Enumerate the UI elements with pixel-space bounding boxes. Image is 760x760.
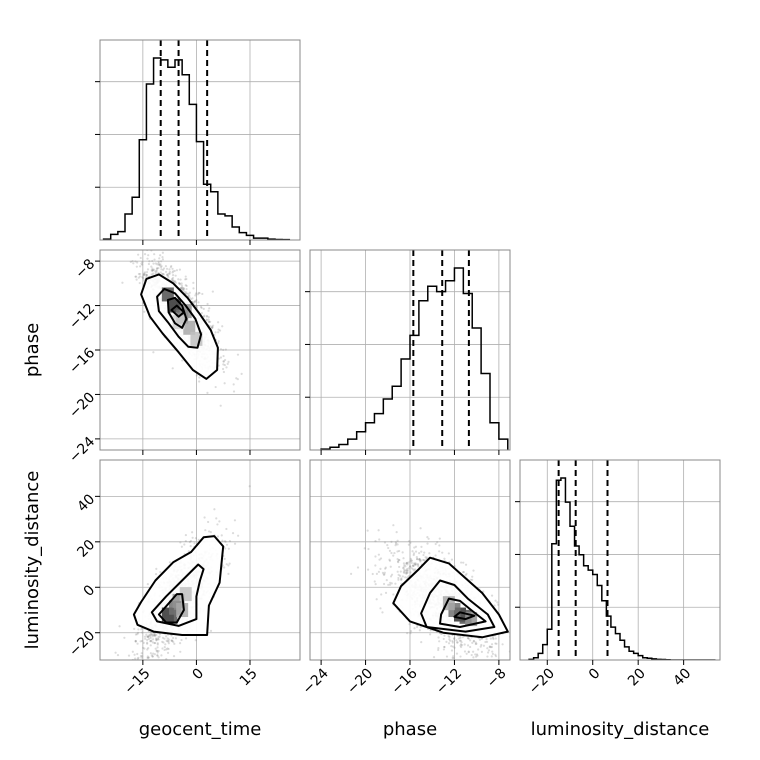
hist-panel-luminosity_distance-frame (519, 459, 721, 661)
hist-bar-geocent_time-8 (161, 60, 168, 240)
hist-bar-phase-18 (481, 374, 490, 450)
hist-bar-phase-14 (446, 281, 455, 450)
hist-bar-geocent_time-12 (189, 104, 196, 240)
hist-bar-geocent_time-15 (211, 192, 218, 240)
contour-1-1 (150, 563, 205, 627)
density-fill-1 (133, 536, 224, 635)
hist-panel-luminosity_distance-background (520, 460, 720, 660)
hist-panel-geocent_time-background (100, 40, 300, 240)
hist-bar-phase-17 (472, 328, 481, 450)
contour-2-2 (439, 597, 487, 628)
contour-0-1 (156, 287, 203, 349)
hist-bar-phase-15 (454, 268, 463, 450)
hist-panel-phase (310, 250, 510, 450)
density-cells-1 (161, 587, 192, 624)
contour-2-1 (420, 579, 496, 633)
hist-bar-phase-20 (499, 439, 508, 450)
panel-phase-vs-luminosity_distance (310, 460, 510, 660)
hist-bar-phase-11 (419, 301, 428, 450)
hist-bar-geocent_time-5 (139, 140, 146, 240)
hist-bar-geocent_time-9 (168, 67, 175, 240)
hist-panel-luminosity_distance (520, 460, 720, 660)
hist-bar-luminosity_distance-7 (561, 478, 566, 660)
contour-2-0 (392, 556, 509, 639)
hist-bar-phase-5 (366, 423, 375, 450)
hist-outline-geocent_time (102, 57, 291, 240)
hist-outline-phase (320, 267, 509, 450)
hist-bar-geocent_time-16 (218, 214, 225, 240)
hist-bar-phase-2 (339, 445, 348, 450)
contour-2-3 (453, 611, 476, 621)
hist-bar-phase-13 (437, 292, 446, 450)
contour-1-2 (157, 593, 185, 624)
panel-geocent_time-vs-phase (100, 250, 300, 450)
axis-title-x-geocent_time: geocent_time (139, 719, 262, 740)
hist-bar-phase-8 (392, 386, 401, 450)
hist-bar-phase-19 (490, 423, 499, 450)
density-cell-1-4 (176, 603, 189, 617)
density-cell-0-6 (172, 315, 185, 330)
hist-bar-geocent_time-1 (111, 234, 118, 240)
hist-bar-luminosity_distance-13 (588, 570, 593, 660)
hist-bar-geocent_time-4 (132, 197, 139, 240)
panel-geocent_time-vs-luminosity_distance-frame (99, 459, 301, 661)
panel-geocent_time-vs-luminosity_distance (100, 460, 300, 660)
hist-bar-phase-12 (428, 286, 437, 450)
hist-bar-geocent_time-18 (232, 227, 239, 240)
hist-bar-geocent_time-6 (146, 84, 153, 240)
contour-1-0 (132, 535, 225, 636)
hist-bar-phase-6 (374, 414, 383, 450)
hist-panel-geocent_time (100, 40, 300, 240)
hist-bar-phase-9 (401, 359, 410, 450)
density-cell-0-4 (183, 320, 196, 335)
hist-panel-geocent_time-frame (99, 39, 301, 241)
hist-bar-phase-7 (383, 399, 392, 450)
hist-bar-phase-4 (357, 432, 366, 450)
contour-0-3 (170, 304, 185, 318)
hist-bar-geocent_time-13 (196, 142, 203, 240)
hist-bar-phase-16 (463, 293, 472, 450)
hist-bar-geocent_time-7 (154, 58, 161, 240)
hist-bar-phase-10 (410, 335, 419, 450)
axis-title-x-phase: phase (383, 719, 437, 740)
axis-title-x-luminosity_distance: luminosity_distance (531, 719, 710, 740)
contour-0-0 (140, 273, 219, 380)
hist-bar-luminosity_distance-14 (593, 574, 598, 660)
axis-title-y-luminosity_distance: luminosity_distance (22, 471, 43, 650)
hist-bar-geocent_time-19 (239, 233, 246, 240)
hist-bar-geocent_time-2 (118, 232, 125, 240)
hist-bar-phase-3 (348, 439, 357, 450)
hist-bar-luminosity_distance-11 (579, 555, 584, 660)
hist-bar-luminosity_distance-12 (584, 566, 589, 660)
hist-bar-geocent_time-11 (182, 75, 189, 240)
contour-0-2 (166, 296, 188, 329)
hist-bar-geocent_time-3 (125, 214, 132, 240)
axis-title-y-phase: phase (22, 323, 43, 377)
hist-bar-geocent_time-17 (225, 216, 232, 240)
